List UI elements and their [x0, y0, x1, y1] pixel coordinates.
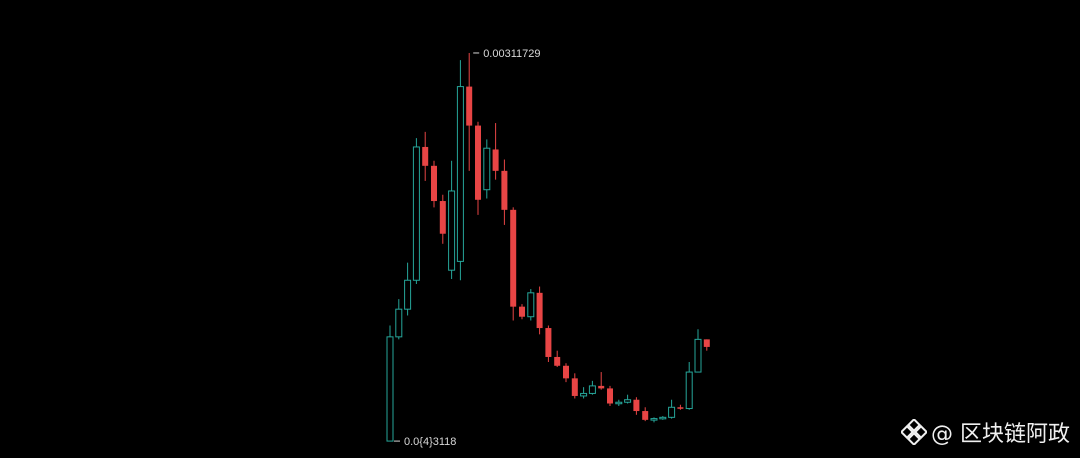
- candles-group: [386, 52, 710, 442]
- candle-body-up: [580, 392, 588, 397]
- candle-body-down: [536, 292, 543, 329]
- candle-body-down: [501, 170, 508, 210]
- watermark-text: @ 区块链阿政: [931, 422, 1070, 447]
- candle-body-up: [650, 418, 658, 421]
- candle-body-up: [527, 292, 535, 318]
- candle-body-down: [545, 328, 552, 357]
- candle-body-up: [404, 279, 412, 310]
- candle-body-up: [624, 399, 632, 403]
- candle-body-down: [633, 399, 640, 412]
- high-label: 0.00311729: [483, 48, 540, 60]
- candle-body-up: [588, 385, 596, 394]
- candle-body-down: [466, 86, 473, 126]
- candle-body-down: [607, 388, 613, 404]
- high-annotation: 0.00311729: [473, 48, 541, 60]
- candle-body-down: [510, 209, 517, 307]
- binance-logo-icon: [901, 419, 927, 445]
- candle-body-down: [598, 385, 605, 389]
- candle-body-up: [668, 406, 676, 418]
- candle-body-down: [431, 165, 437, 202]
- low-annotation: 0.0{4}3118: [394, 436, 456, 448]
- candle-body-up: [456, 86, 464, 262]
- candle-body-down: [571, 378, 578, 396]
- candle-body-up: [483, 147, 491, 191]
- watermark: @ 区块链阿政: [901, 416, 1070, 448]
- candle-body-down: [563, 365, 569, 379]
- candle-body-down: [475, 125, 481, 200]
- candle-body-up: [386, 336, 394, 442]
- candle-body-down: [439, 201, 446, 234]
- candle-body-up: [659, 416, 667, 420]
- candle-body-down: [677, 407, 684, 409]
- candle-body-down: [492, 149, 499, 171]
- candle-body-up: [694, 338, 702, 373]
- candle-body-up: [448, 190, 456, 271]
- low-label: 0.0{4}3118: [404, 436, 456, 448]
- candle-body-down: [703, 339, 710, 347]
- candle-body-down: [642, 411, 649, 420]
- candle-body-down: [519, 306, 525, 317]
- candle-body-down: [422, 146, 429, 166]
- candle-body-up: [685, 371, 693, 410]
- candle-body-up: [395, 308, 403, 338]
- candle-body-up: [412, 146, 420, 281]
- candle-body-up: [615, 401, 623, 405]
- candle-body-down: [554, 356, 561, 366]
